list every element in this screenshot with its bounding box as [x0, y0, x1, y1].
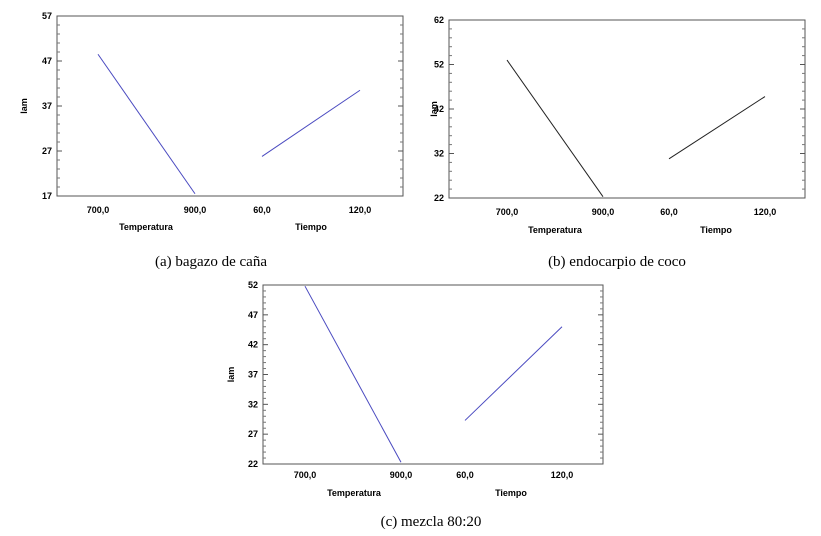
y-tick-label: 27: [42, 146, 52, 156]
chart-panel-3: 22 27 32 37 42 47 52 lam 700,0 900,0 Temperatura 60…: [226, 280, 604, 498]
x-tick-label: 900,0: [592, 207, 615, 217]
chart-panel-2: 22 32 42 52 62 lam 700,0 900,0 Temperatura 60,0 12…: [429, 15, 806, 235]
y-tick-label: 42: [434, 104, 444, 114]
x-tick-label: 700,0: [87, 205, 110, 215]
y-tick-label: 27: [248, 429, 258, 439]
x-axis-label-temperatura: Temperatura: [528, 225, 583, 235]
x-axis-label-temperatura: Temperatura: [327, 488, 382, 498]
figure-caption: (b) endocarpio de coco: [548, 254, 686, 270]
x-axis-label-tiempo: Tiempo: [700, 225, 732, 235]
x-axis-label-temperatura: Temperatura: [119, 222, 174, 232]
series-line-temperatura: [304, 285, 402, 463]
y-tick-label: 22: [248, 459, 258, 469]
series-line-temperatura: [506, 59, 604, 197]
x-axis-label-tiempo: Tiempo: [495, 488, 527, 498]
y-tick-label: 37: [42, 101, 52, 111]
x-tick-label: 60,0: [456, 470, 474, 480]
x-tick-label: 700,0: [496, 207, 519, 217]
y-tick-label: 52: [434, 60, 444, 70]
y-tick-label: 47: [248, 310, 258, 320]
x-tick-label: 60,0: [660, 207, 678, 217]
y-tick-label: 32: [248, 399, 258, 409]
series-line-tiempo: [261, 89, 361, 157]
y-tick-label: 42: [248, 340, 258, 350]
series-line-tiempo: [668, 96, 766, 160]
series-line-temperatura: [97, 53, 196, 195]
y-tick-label: 52: [248, 280, 258, 290]
chart-panel-1: 17 27 37 47 57 lam 700,0 900,0 Temperatura 60,0 12…: [19, 11, 404, 232]
figure-caption: (a) bagazo de caña: [155, 254, 267, 270]
x-tick-label: 120,0: [349, 205, 372, 215]
y-tick-label: 62: [434, 15, 444, 25]
y-tick-label: 17: [42, 191, 52, 201]
x-axis-label-tiempo: Tiempo: [295, 222, 327, 232]
plot-frame: [448, 19, 806, 199]
y-tick-label: 22: [434, 193, 444, 203]
x-tick-label: 700,0: [294, 470, 317, 480]
plot-frame: [262, 284, 604, 465]
y-tick-label: 32: [434, 149, 444, 159]
x-tick-label: 120,0: [754, 207, 777, 217]
y-axis-label: lam: [19, 98, 29, 114]
y-tick-label: 57: [42, 11, 52, 21]
x-tick-label: 900,0: [184, 205, 207, 215]
x-tick-label: 120,0: [551, 470, 574, 480]
y-tick-label: 37: [248, 370, 258, 380]
y-axis-label: lam: [226, 367, 236, 383]
x-tick-label: 900,0: [390, 470, 413, 480]
y-tick-label: 47: [42, 56, 52, 66]
series-line-tiempo: [464, 326, 563, 421]
x-tick-label: 60,0: [253, 205, 271, 215]
y-axis-label: lam: [429, 101, 439, 117]
figure-caption: (c) mezcla 80:20: [381, 514, 482, 530]
plot-frame: [56, 15, 404, 197]
